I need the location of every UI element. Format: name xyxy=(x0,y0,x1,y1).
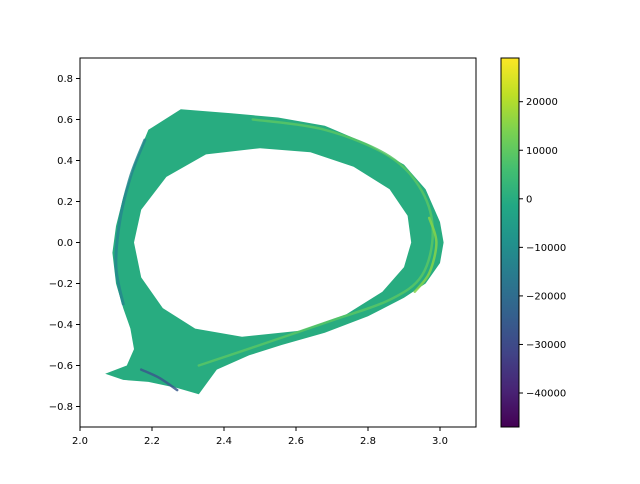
colorbar-tick-label: 0 xyxy=(526,194,532,205)
field-feature xyxy=(413,216,438,293)
y-tick-label: −0.6 xyxy=(49,361,73,372)
colorbar-tick-label: −40000 xyxy=(526,389,566,400)
field-region xyxy=(105,109,444,395)
y-tick-label: 0.6 xyxy=(57,115,73,126)
colorbar-gradient xyxy=(500,57,520,428)
annulus-field xyxy=(105,109,444,395)
colorbar-tick-label: −10000 xyxy=(526,243,566,254)
field-feature xyxy=(197,118,435,367)
y-tick-label: 0.2 xyxy=(57,197,73,208)
colorbar-tick-label: −20000 xyxy=(526,291,566,302)
y-axis: −0.8 −0.6 −0.4 −0.2 0.0 0.2 0.4 0.6 0.8 xyxy=(49,74,80,413)
y-tick-label: −0.4 xyxy=(49,320,73,331)
colorbar-tick-label: −30000 xyxy=(526,340,566,351)
field-feature xyxy=(114,138,147,306)
y-tick-label: −0.2 xyxy=(49,279,73,290)
x-tick-label: 2.6 xyxy=(288,436,304,447)
x-tick-label: 2.4 xyxy=(216,436,232,447)
plot-area xyxy=(79,57,477,428)
x-tick-label: 2.8 xyxy=(360,436,376,447)
colorbar-tick-label: 20000 xyxy=(526,97,558,108)
x-tick-label: 2.0 xyxy=(72,436,88,447)
colorbar-tick-label: 10000 xyxy=(526,146,558,157)
x-axis: 2.0 2.2 2.4 2.6 2.8 3.0 xyxy=(72,427,448,447)
colorbar: −40000 −30000 −20000 −10000 0 10000 20000 xyxy=(500,57,566,428)
y-tick-label: 0.0 xyxy=(57,238,73,249)
x-tick-label: 2.2 xyxy=(144,436,160,447)
x-tick-label: 3.0 xyxy=(432,436,448,447)
field-feature xyxy=(139,368,179,392)
y-tick-label: −0.8 xyxy=(49,402,73,413)
y-tick-label: 0.4 xyxy=(57,156,73,167)
y-tick-label: 0.8 xyxy=(57,74,73,85)
